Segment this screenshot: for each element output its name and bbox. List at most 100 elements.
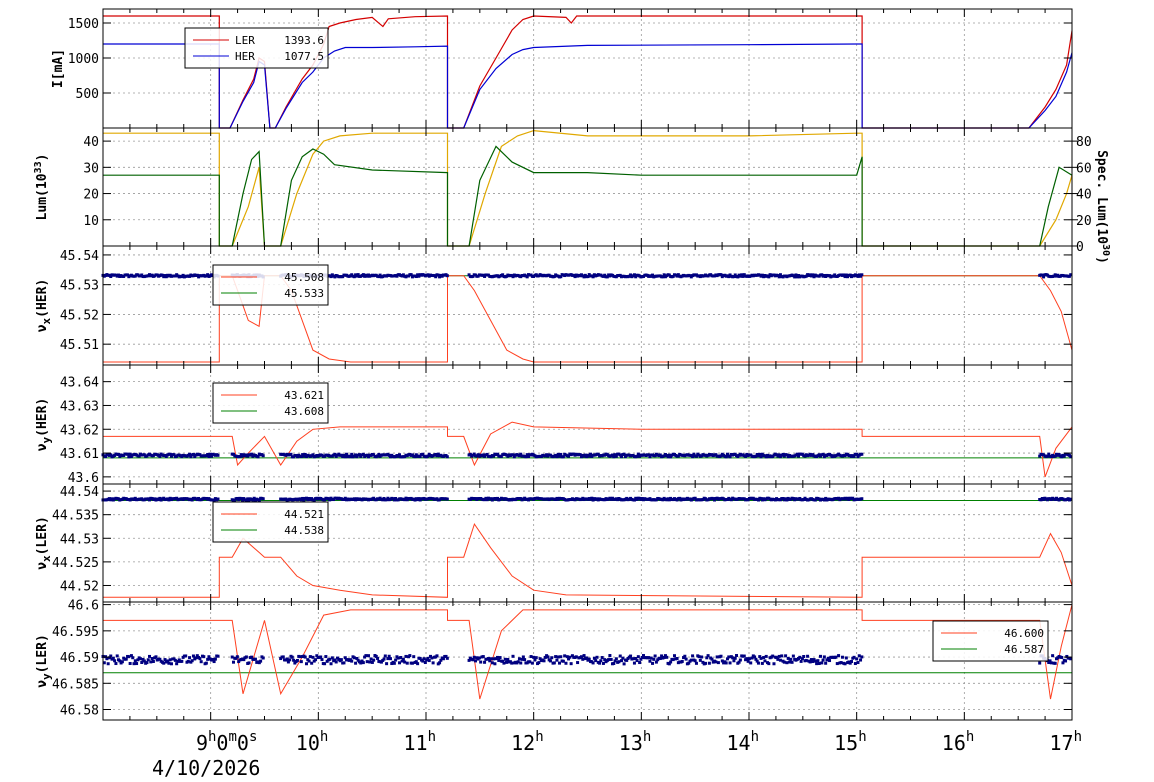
x-tick-label-sup: h bbox=[858, 729, 866, 745]
measured-marker bbox=[691, 654, 695, 658]
measured-marker bbox=[204, 661, 208, 665]
measured-marker bbox=[483, 274, 487, 278]
measured-marker bbox=[467, 273, 471, 277]
measured-marker bbox=[216, 497, 220, 501]
measured-marker bbox=[746, 659, 750, 663]
measured-marker bbox=[581, 657, 585, 661]
measured-marker bbox=[472, 655, 476, 659]
measured-marker bbox=[235, 655, 239, 659]
measured-marker bbox=[167, 661, 171, 665]
measured-marker bbox=[113, 659, 117, 663]
measured-marker bbox=[1064, 659, 1068, 663]
measured-marker bbox=[361, 273, 365, 277]
measured-marker bbox=[576, 661, 580, 665]
panel-luminosity bbox=[103, 129, 1073, 247]
measured-marker bbox=[806, 654, 810, 658]
measured-marker bbox=[250, 655, 254, 659]
measured-marker bbox=[725, 657, 729, 661]
measured-marker bbox=[817, 661, 821, 665]
measured-marker bbox=[132, 662, 136, 666]
measured-marker bbox=[441, 657, 445, 661]
measured-marker bbox=[781, 452, 785, 456]
measured-marker bbox=[617, 660, 621, 664]
measured-marker bbox=[361, 452, 365, 456]
measured-marker bbox=[622, 452, 626, 456]
measured-marker bbox=[859, 658, 863, 662]
measured-marker bbox=[742, 654, 746, 658]
measured-marker bbox=[135, 662, 139, 666]
measured-marker bbox=[445, 274, 449, 278]
measured-marker bbox=[618, 654, 622, 658]
measured-marker bbox=[173, 658, 177, 662]
measured-marker bbox=[128, 452, 132, 456]
measured-marker bbox=[787, 660, 791, 664]
measured-marker bbox=[587, 657, 591, 661]
measured-marker bbox=[573, 275, 577, 279]
measured-marker bbox=[816, 659, 820, 663]
measured-marker bbox=[1045, 454, 1049, 458]
measured-marker bbox=[599, 659, 603, 663]
y-tick-label: 46.59 bbox=[60, 651, 99, 666]
measured-marker bbox=[120, 660, 124, 664]
measured-marker bbox=[383, 654, 387, 658]
measured-marker bbox=[662, 655, 666, 659]
measured-marker bbox=[582, 654, 586, 658]
y-tick-label: 46.585 bbox=[52, 677, 99, 692]
y2-tick-label: 0 bbox=[1076, 240, 1084, 255]
measured-marker bbox=[658, 453, 662, 457]
measured-marker bbox=[1051, 654, 1055, 658]
measured-marker bbox=[843, 454, 847, 458]
measured-marker bbox=[812, 658, 816, 662]
measured-marker bbox=[520, 657, 524, 661]
y-axis-label-sup: 33 bbox=[33, 161, 44, 173]
measured-marker bbox=[298, 655, 302, 659]
measured-marker bbox=[568, 655, 572, 659]
measured-marker bbox=[558, 661, 562, 665]
measured-marker bbox=[311, 453, 315, 457]
measured-marker bbox=[107, 656, 111, 660]
measured-marker bbox=[804, 274, 808, 278]
measured-marker bbox=[714, 660, 718, 664]
measured-marker bbox=[151, 659, 155, 663]
measured-marker bbox=[439, 658, 443, 662]
measured-marker bbox=[697, 655, 701, 659]
legend-value: 43.621 bbox=[284, 389, 324, 402]
measured-marker bbox=[762, 656, 766, 660]
measured-marker bbox=[605, 275, 609, 279]
measured-marker bbox=[676, 273, 680, 277]
measured-marker bbox=[414, 275, 418, 279]
measured-marker bbox=[409, 273, 413, 277]
measured-marker bbox=[716, 661, 720, 665]
measured-marker bbox=[1062, 454, 1066, 458]
measured-marker bbox=[704, 661, 708, 665]
measured-marker bbox=[614, 657, 618, 661]
measured-marker bbox=[634, 275, 638, 279]
measured-marker bbox=[148, 654, 152, 658]
measured-marker bbox=[848, 661, 852, 665]
y-tick-label: 43.63 bbox=[60, 399, 99, 414]
measured-marker bbox=[587, 454, 591, 458]
measured-marker bbox=[759, 455, 763, 459]
y-tick-label: 44.54 bbox=[60, 485, 99, 500]
measured-marker bbox=[471, 274, 475, 278]
measured-marker bbox=[855, 452, 859, 456]
panel-nu_x_ler bbox=[101, 496, 1073, 598]
measured-marker bbox=[191, 654, 195, 658]
legend-value: 45.533 bbox=[284, 287, 324, 300]
measured-marker bbox=[710, 657, 714, 661]
measured-marker bbox=[736, 275, 740, 279]
x-tick-label-sup: h bbox=[1074, 729, 1082, 745]
y-tick-label: 500 bbox=[76, 87, 99, 102]
y-axis-label-sub: y bbox=[40, 436, 53, 443]
measured-marker bbox=[164, 454, 168, 458]
y-tick-label: 1500 bbox=[68, 17, 99, 32]
measured-marker bbox=[376, 656, 380, 660]
measured-marker bbox=[168, 452, 172, 456]
measured-marker bbox=[145, 661, 149, 665]
measured-marker bbox=[583, 453, 587, 457]
measured-marker bbox=[359, 661, 363, 665]
measured-marker bbox=[253, 657, 257, 661]
x-tick-label-sup: h bbox=[966, 729, 974, 745]
measured-marker bbox=[109, 275, 113, 279]
measured-marker bbox=[372, 453, 376, 457]
